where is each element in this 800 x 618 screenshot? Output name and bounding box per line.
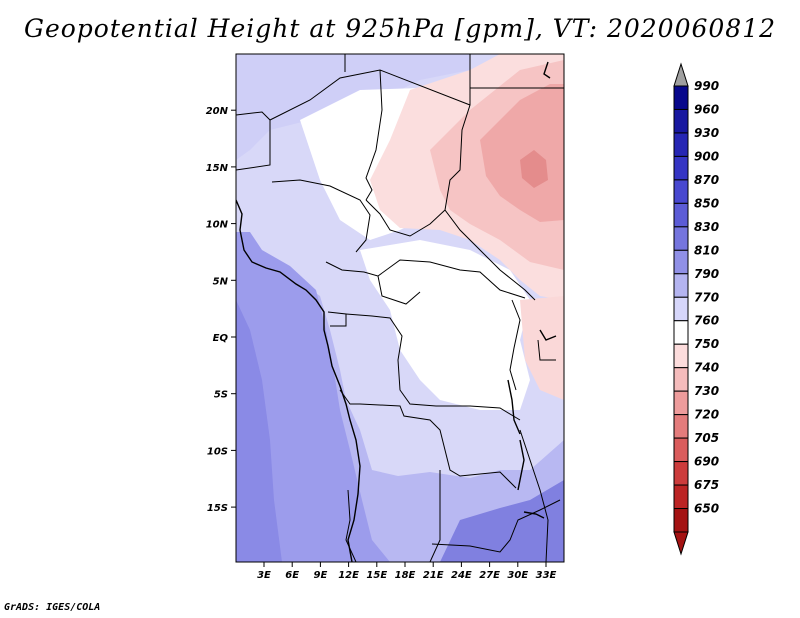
colorbar-label: 730: [694, 384, 719, 398]
colorbar-label: 770: [694, 290, 719, 304]
height-field-760-congo: [360, 240, 530, 410]
colorbar-top-arrow: [673, 62, 689, 87]
lon-tick-label: 12E: [338, 570, 359, 581]
colorbar-swatch: [673, 320, 689, 345]
lat-tick-label: 15N: [206, 163, 229, 174]
colorbar-swatch: [673, 155, 689, 181]
colorbar-label: 960: [694, 102, 719, 116]
colorbar-swatch: [673, 296, 689, 322]
colorbar-swatch: [673, 437, 689, 463]
lon-tick-label: 27E: [479, 570, 500, 581]
colorbar-swatch: [673, 508, 689, 533]
lon-tick-label: 15E: [366, 570, 387, 581]
lat-tick-label: 10S: [207, 446, 228, 457]
colorbar-swatch: [673, 484, 689, 510]
height-field-730-sudan: [480, 84, 564, 222]
lon-tick-label: 24E: [451, 570, 472, 581]
colorbar-label: 900: [694, 149, 719, 163]
colorbar-swatch: [673, 461, 689, 486]
colorbar-label: 690: [694, 455, 719, 469]
colorbar-label: 830: [694, 220, 719, 234]
lat-tick-label: 10N: [206, 220, 229, 231]
colorbar-swatch: [673, 343, 689, 369]
lat-tick-label: 5S: [214, 390, 228, 401]
colorbar-label: 760: [694, 314, 719, 328]
colorbar-label: 930: [694, 126, 719, 140]
lon-tick-label: 21E: [423, 570, 444, 581]
colorbar-label: 790: [694, 267, 719, 281]
colorbar-swatch: [673, 414, 689, 439]
height-field-810-ocean: [236, 232, 390, 562]
colorbar-label: 990: [694, 79, 719, 93]
chart-title: Geopotential Height at 925hPa [gpm], VT:…: [23, 14, 777, 43]
colorbar-label: 720: [694, 408, 719, 422]
map-frame: [235, 53, 565, 563]
height-field-770-northwest: [236, 54, 470, 160]
colorbar-label: 650: [694, 502, 719, 516]
colorbar-label: 740: [694, 361, 719, 375]
colorbar-label: 870: [694, 173, 719, 187]
map-plot-area: [236, 54, 564, 562]
coastlines: [236, 61, 557, 562]
colorbar-swatch: [673, 390, 689, 416]
lon-tick-label: 30E: [507, 570, 528, 581]
lat-tick-label: 5N: [213, 276, 229, 287]
colorbar-swatch: [673, 179, 689, 204]
lat-tick-label: 15S: [207, 503, 228, 514]
colorbar-swatch: [673, 85, 689, 110]
height-field-830-southeast: [440, 480, 564, 562]
colorbar-swatch: [673, 367, 689, 392]
lon-tick-label: 33E: [536, 570, 557, 581]
lon-tick-label: 18E: [395, 570, 416, 581]
colorbar-swatch: [673, 132, 689, 157]
colorbar-bottom-arrow: [673, 531, 689, 556]
colorbar: 990 960 930 900 870 850 830 810 790 770 760 750 740 7…: [673, 62, 719, 556]
colorbar-label: 810: [694, 243, 719, 257]
height-field-830-coast: [236, 300, 282, 562]
colorbar-swatch: [673, 249, 689, 275]
colorbar-label: 750: [694, 337, 719, 351]
lat-tick-label: EQ: [213, 333, 229, 344]
height-field-720-core: [520, 150, 548, 188]
colorbar-label: 705: [694, 431, 719, 445]
latitude-axis: 20N 15N 10N 5N EQ 5S 10S 15S: [206, 106, 236, 514]
colorbar-swatch: [673, 273, 689, 298]
lon-tick-label: 3E: [257, 570, 271, 581]
colorbar-label: 850: [694, 196, 719, 210]
lat-tick-label: 20N: [206, 106, 229, 117]
height-field-750-east: [520, 296, 564, 400]
lon-tick-label: 9E: [314, 570, 328, 581]
longitude-axis: 3E 6E 9E 12E 15E 18E 21E 24E 27E 30E 33E: [257, 562, 557, 581]
lon-tick-label: 6E: [285, 570, 299, 581]
grads-credit: GrADS: IGES/COLA: [4, 602, 101, 613]
colorbar-swatch: [673, 108, 689, 134]
colorbar-label: 675: [694, 478, 719, 492]
colorbar-swatch: [673, 202, 689, 228]
country-borders: [236, 54, 564, 562]
colorbar-swatch: [673, 226, 689, 251]
